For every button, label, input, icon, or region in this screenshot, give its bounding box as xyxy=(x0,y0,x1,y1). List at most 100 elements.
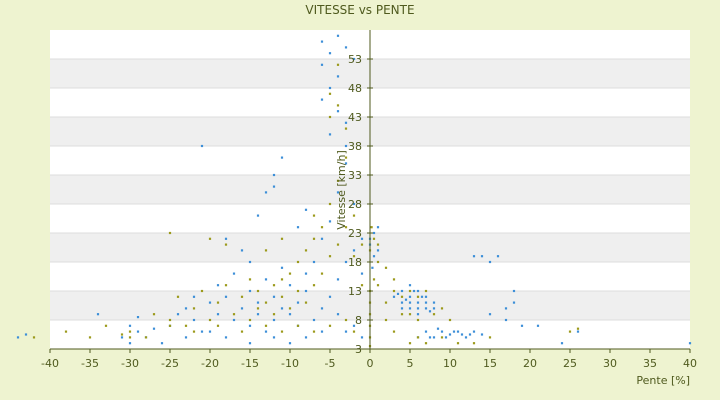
x-tick-label: -40 xyxy=(41,357,59,370)
data-point xyxy=(400,313,404,316)
data-point xyxy=(432,307,436,310)
data-point xyxy=(232,272,236,275)
data-point xyxy=(312,260,316,264)
data-point xyxy=(304,272,308,275)
y-tick-label: 28 xyxy=(348,198,362,211)
x-tick-label: 5 xyxy=(407,357,414,370)
data-point xyxy=(304,301,308,304)
data-point xyxy=(296,260,300,264)
data-point xyxy=(296,289,300,293)
data-point xyxy=(360,284,364,287)
data-point xyxy=(408,342,412,345)
data-point xyxy=(344,226,348,229)
data-point xyxy=(480,333,484,336)
data-point xyxy=(480,255,484,258)
y-tick-label: 53 xyxy=(348,53,362,66)
data-point xyxy=(436,327,440,330)
chart-title: VITESSE vs PENTE xyxy=(305,3,414,17)
data-point xyxy=(336,243,340,246)
data-point xyxy=(424,307,428,310)
data-point xyxy=(240,295,244,298)
y-axis-label: Vitesse [km/h] xyxy=(335,150,348,230)
x-tick-label: 35 xyxy=(643,357,657,370)
data-point xyxy=(136,316,140,319)
data-point xyxy=(312,318,316,322)
data-point xyxy=(272,336,276,339)
data-point xyxy=(240,249,244,252)
y-tick-label: 13 xyxy=(348,285,362,298)
data-point xyxy=(296,226,300,229)
data-point xyxy=(280,156,284,159)
data-point xyxy=(280,307,284,310)
data-point xyxy=(320,40,324,43)
data-point xyxy=(288,284,292,287)
data-point xyxy=(264,330,268,333)
data-point xyxy=(288,313,292,316)
data-point xyxy=(208,330,212,333)
data-point xyxy=(456,342,460,345)
data-point xyxy=(376,243,380,246)
data-point xyxy=(184,336,188,339)
x-tick-label: -10 xyxy=(281,357,299,370)
data-point xyxy=(352,255,356,258)
data-point xyxy=(560,342,564,345)
data-point xyxy=(160,342,164,345)
data-point xyxy=(200,144,204,148)
data-point xyxy=(352,57,356,61)
data-point xyxy=(328,324,332,327)
data-point xyxy=(472,255,476,258)
data-point xyxy=(272,318,276,322)
data-point xyxy=(256,289,260,293)
data-point xyxy=(472,330,476,333)
data-point xyxy=(272,284,276,287)
data-point xyxy=(420,295,424,298)
x-tick-label: 25 xyxy=(563,357,577,370)
x-tick-label: -15 xyxy=(241,357,259,370)
data-point xyxy=(264,191,268,194)
data-point xyxy=(424,330,428,333)
data-point xyxy=(16,336,20,339)
data-point xyxy=(296,324,300,327)
data-point xyxy=(456,330,460,333)
data-point xyxy=(176,295,180,298)
data-point xyxy=(412,289,416,293)
data-point xyxy=(504,307,508,310)
data-point xyxy=(240,330,244,333)
data-point xyxy=(408,301,412,304)
data-point xyxy=(336,63,340,66)
data-point xyxy=(424,342,428,345)
data-point xyxy=(432,336,436,339)
data-point xyxy=(32,336,36,339)
data-point xyxy=(344,127,348,130)
data-point xyxy=(256,301,260,304)
data-point xyxy=(328,115,332,119)
data-point xyxy=(424,295,428,298)
data-point xyxy=(344,156,348,159)
data-point xyxy=(536,324,540,327)
data-point xyxy=(176,313,180,316)
data-point xyxy=(460,333,464,336)
data-point xyxy=(184,307,188,310)
data-point xyxy=(248,260,252,264)
data-point xyxy=(416,336,420,339)
data-point xyxy=(312,237,316,240)
data-point xyxy=(352,324,356,327)
data-point xyxy=(216,301,220,304)
data-point xyxy=(416,307,420,310)
data-point xyxy=(200,330,204,333)
data-point xyxy=(248,289,252,293)
data-point xyxy=(352,214,356,217)
x-tick-label: 30 xyxy=(603,357,617,370)
data-point xyxy=(304,336,308,339)
data-point xyxy=(352,202,356,206)
y-tick-label: 48 xyxy=(348,82,362,95)
data-point xyxy=(264,249,268,252)
data-point xyxy=(280,278,284,281)
data-point xyxy=(376,249,380,252)
data-point xyxy=(304,249,308,252)
data-point xyxy=(248,342,252,345)
data-point xyxy=(320,307,324,310)
data-point xyxy=(384,301,388,304)
data-point xyxy=(336,34,340,37)
